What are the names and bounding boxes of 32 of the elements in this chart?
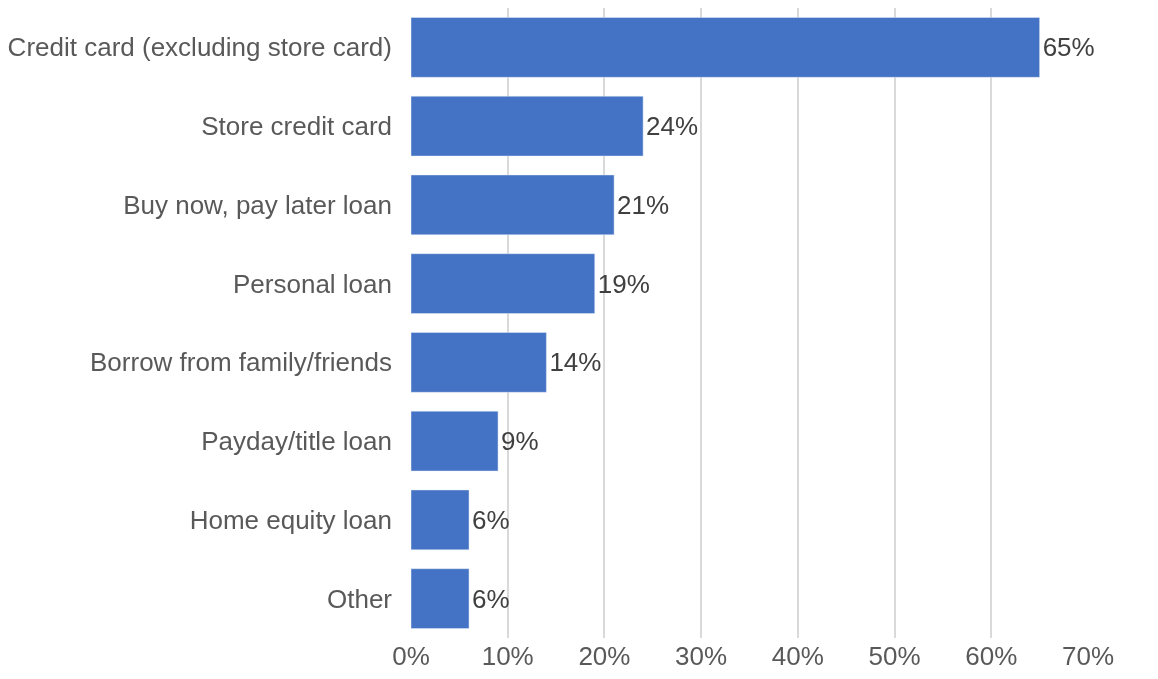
x-tick-label: 30% — [675, 641, 728, 671]
y-tick-label: Buy now, pay later loan — [123, 189, 392, 220]
data-label: 14% — [549, 347, 602, 378]
bar — [411, 489, 470, 551]
data-label: 19% — [597, 268, 650, 299]
x-tick-label: 0% — [392, 641, 430, 671]
bar — [411, 410, 499, 472]
x-tick-label: 70% — [1061, 641, 1115, 671]
bar — [411, 568, 470, 629]
y-tick-label: Store credit card — [201, 111, 392, 142]
data-label: 6% — [472, 583, 510, 614]
data-label: 24% — [646, 111, 699, 142]
y-tick-label: Credit card (excluding store card) — [7, 32, 392, 63]
x-tick-label: 60% — [965, 641, 1018, 671]
x-tick-label: 20% — [578, 641, 631, 671]
y-tick-label: Home equity loan — [189, 504, 392, 535]
bar — [411, 17, 1040, 78]
data-label: 9% — [501, 426, 539, 457]
bar — [411, 253, 596, 314]
bar — [411, 95, 644, 157]
data-label: 21% — [617, 189, 670, 220]
y-tick-label: Payday/title loan — [201, 426, 392, 457]
x-tick-label: 10% — [481, 641, 534, 671]
data-label: 6% — [472, 504, 510, 535]
x-tick-label: 50% — [868, 641, 921, 671]
bar — [411, 332, 547, 393]
x-tick-label: 40% — [771, 641, 824, 671]
y-tick-label: Borrow from family/friends — [90, 347, 392, 378]
data-label: 65% — [1042, 32, 1095, 63]
y-tick-label: Other — [326, 583, 393, 614]
y-tick-label: Personal loan — [233, 268, 392, 299]
bar — [411, 174, 615, 236]
